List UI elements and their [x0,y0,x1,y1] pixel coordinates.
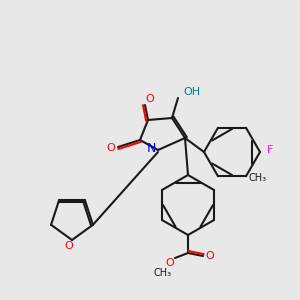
Text: O: O [106,143,116,153]
Text: N: N [146,142,156,154]
Text: O: O [64,241,74,251]
Text: O: O [166,258,174,268]
Text: OH: OH [183,87,201,97]
Text: O: O [146,94,154,104]
Text: O: O [206,251,214,261]
Text: CH₃: CH₃ [154,268,172,278]
Text: CH₃: CH₃ [249,173,267,183]
Text: F: F [267,145,273,155]
